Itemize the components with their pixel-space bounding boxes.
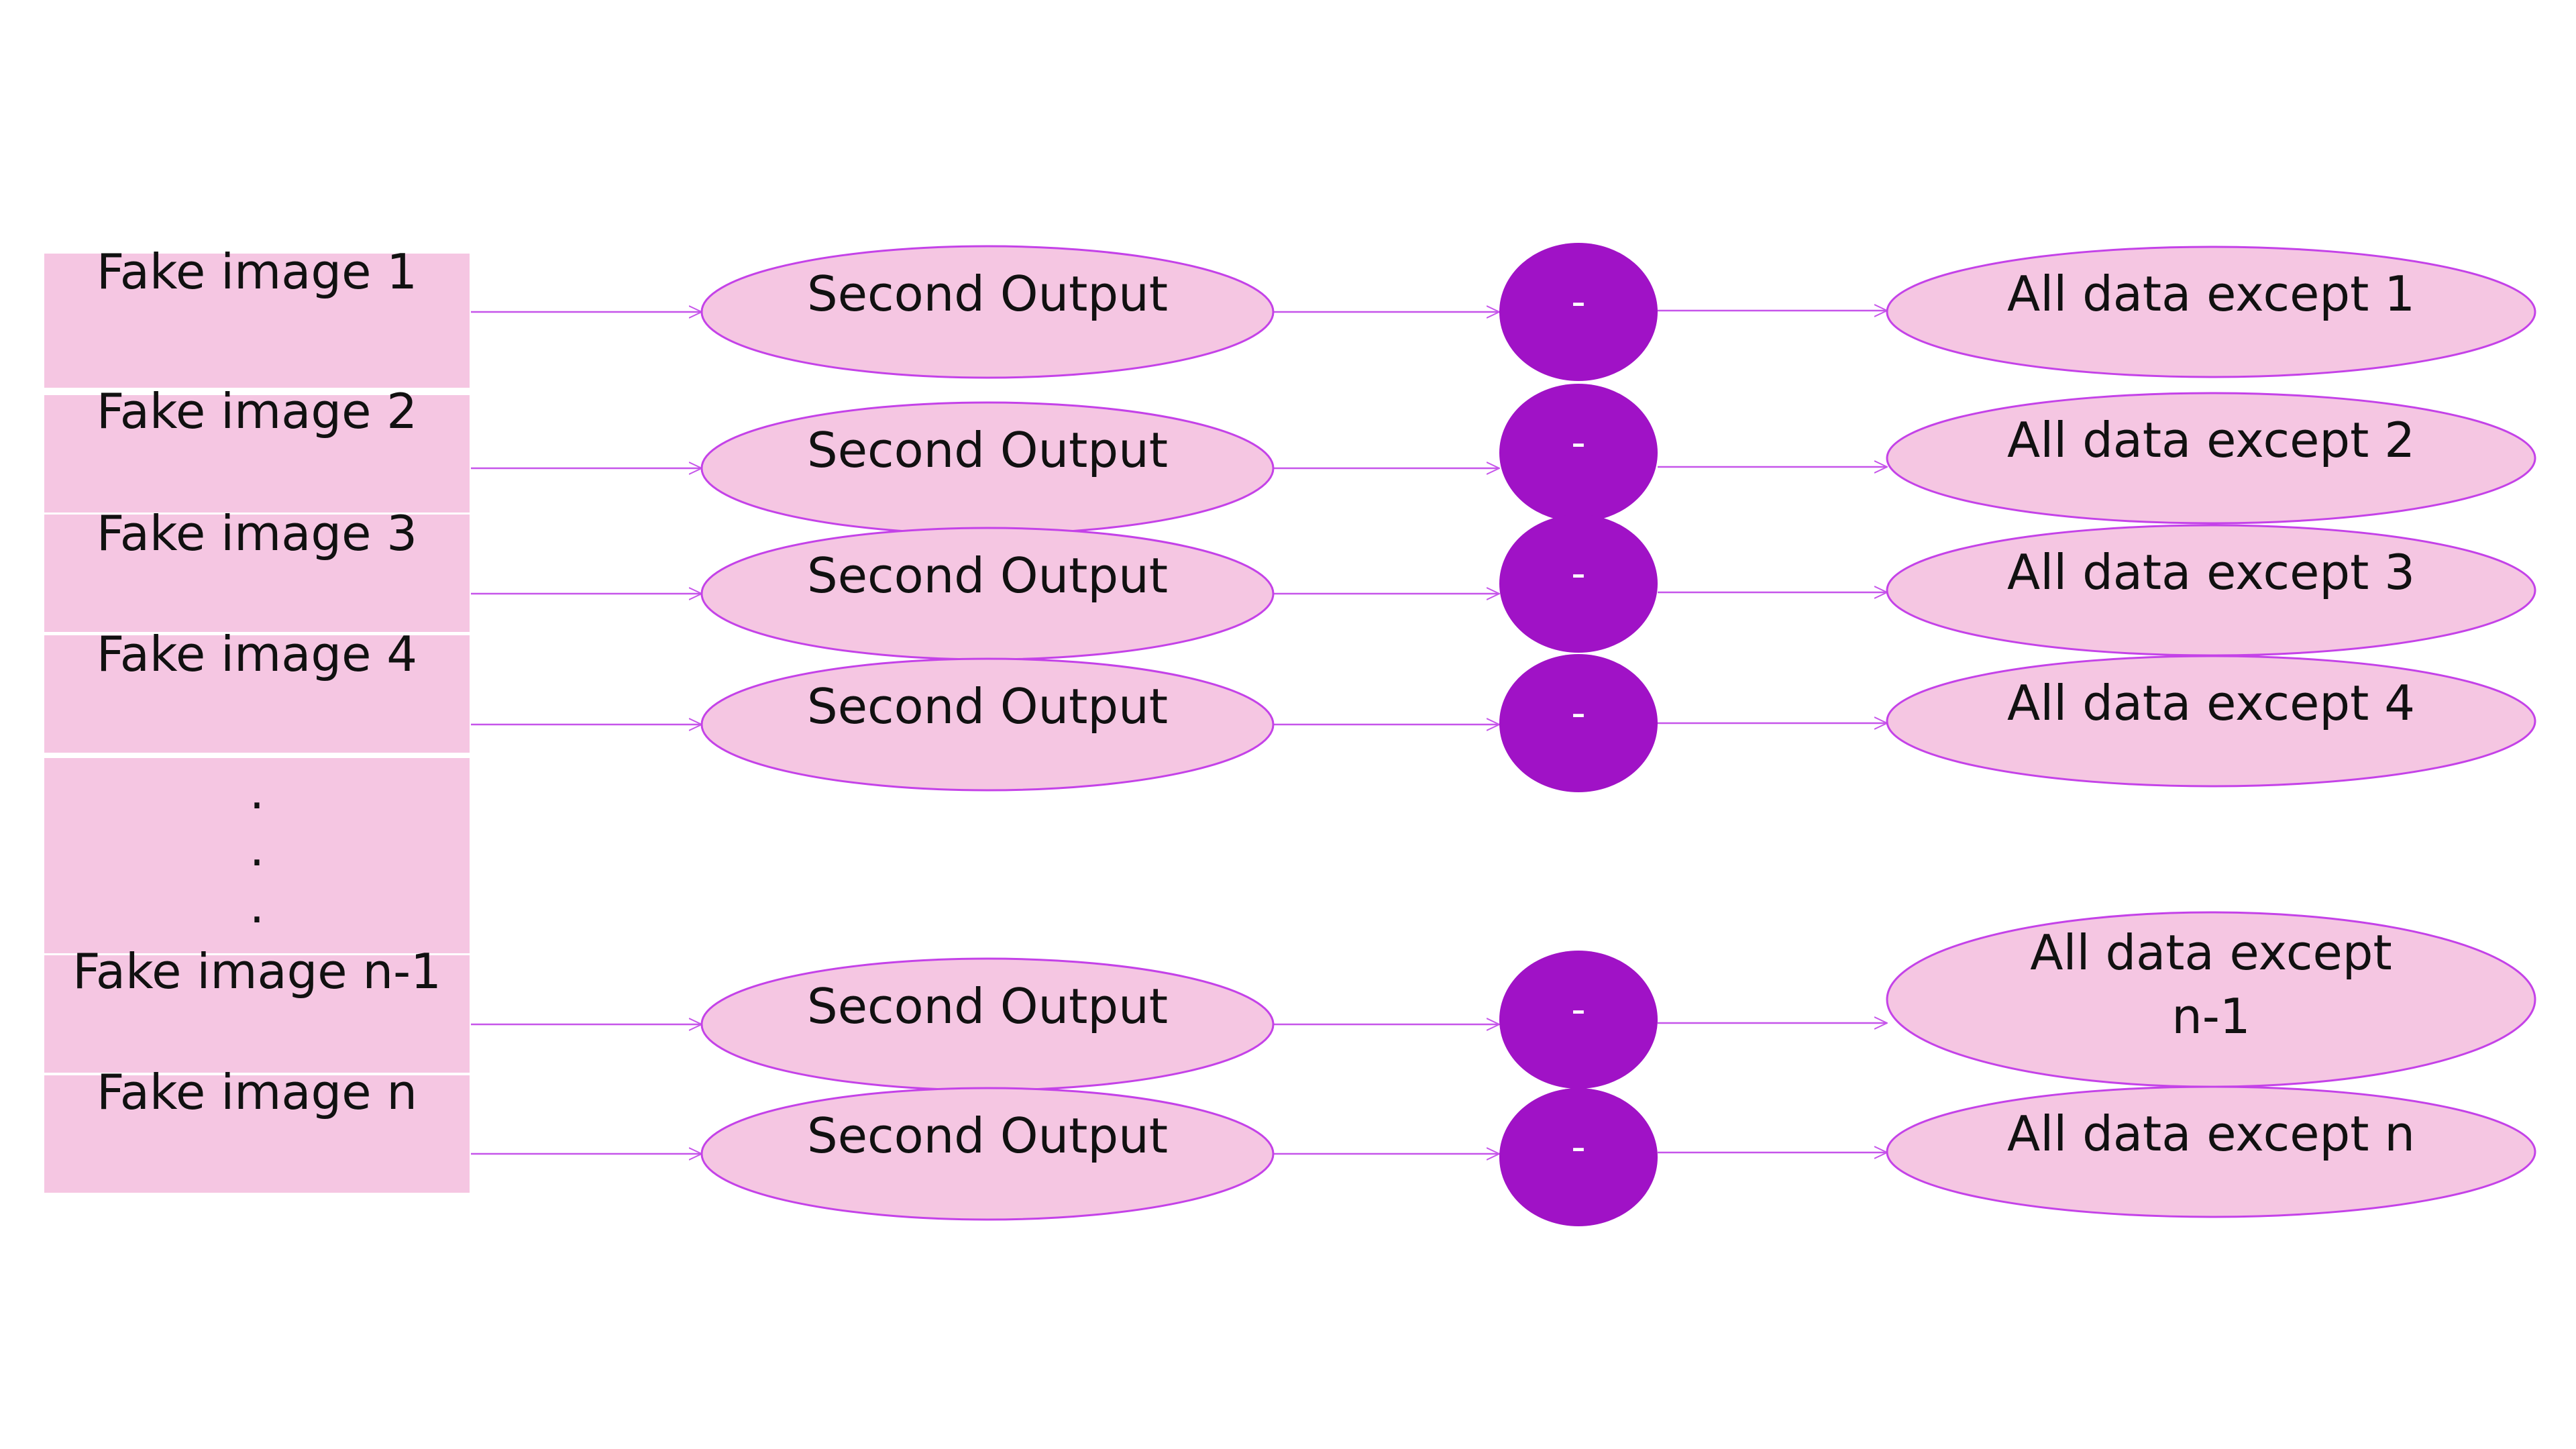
fake-image-box [44,1075,470,1193]
all-data-except-ellipse [1886,392,2536,525]
ellipsis-dot: . [250,879,264,934]
fake-image-label: Fake image 4 [97,626,417,682]
fake-image-box [44,635,470,753]
subtract-operator-label: - [1571,1124,1586,1171]
second-output-label: Second Output [807,1108,1168,1164]
all-data-except-ellipse [1886,246,2536,378]
subtract-operator-label: - [1571,550,1586,597]
subtract-operator-circle [1499,515,1658,653]
fake-image-box [44,955,470,1073]
subtract-operator-circle [1499,384,1658,522]
all-data-except-label: All data except 4 [2007,675,2415,731]
subtract-operator-label: - [1571,278,1586,325]
arrows [471,311,1887,1154]
subtract-operator-circle [1499,243,1658,381]
ellipsis-dot: . [250,822,264,877]
second-output-ellipse [700,657,1275,792]
fake-image-label: Fake image n-1 [72,943,441,1000]
subtract-operator-circle [1499,654,1658,792]
all-data-except-label: All data except 1 [2007,266,2415,322]
all-data-except-ellipse [1886,655,2536,788]
second-output-label: Second Output [807,978,1168,1034]
fake-image-label: Fake image n [97,1064,417,1120]
second-output-label: Second Output [807,422,1168,478]
all-data-except-label: All data except 2 [2007,412,2415,468]
fake-image-box [44,395,470,513]
second-output-ellipse [700,245,1275,379]
input-boxes: ... Fake image 1 Fake image 2 Fake image 3 F… [44,244,470,1193]
subtract-operator-circle [1499,951,1658,1089]
fake-image-label: Fake image 2 [97,383,417,439]
all-data-except-label: All data except [2030,924,2392,981]
all-data-except-label: All data except 3 [2007,544,2415,600]
all-data-except-ellipse [1886,1085,2536,1218]
subtract-operator-label: - [1571,690,1586,737]
fake-image-label: Fake image 1 [97,244,417,300]
fake-image-box [44,515,470,632]
subtract-operator-circle [1499,1088,1658,1226]
fake-image-box [44,254,470,388]
second-output-label: Second Output [807,266,1168,322]
second-output-label: Second Output [807,678,1168,735]
fake-image-label: Fake image 3 [97,505,417,561]
second-output-label: Second Output [807,547,1168,604]
all-data-except-label: n-1 [2171,988,2250,1044]
all-data-except-label: All data except n [2007,1106,2415,1162]
ellipsis-dot: . [250,765,264,820]
ellipsis-box [44,758,470,953]
subtract-operator-label: - [1571,419,1586,466]
nodes: Second Output All data except 1 Second Out… [700,243,2536,1226]
subtract-operator-label: - [1571,986,1586,1033]
second-output-ellipse [700,1087,1275,1221]
